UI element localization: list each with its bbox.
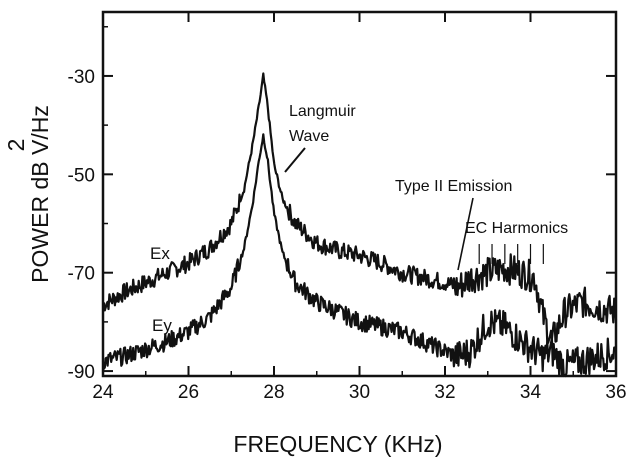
x-axis-ticks: 24 26 28 30 32 34 36 <box>92 12 627 403</box>
x-axis-title: FREQUENCY (KHz) <box>233 431 442 457</box>
series-line-ex <box>102 72 618 345</box>
y-tick-label: -70 <box>68 264 95 285</box>
ec-harmonics-label: EC Harmonics <box>465 220 568 237</box>
langmuir-label-2: Wave <box>289 128 329 145</box>
y-tick-label: -90 <box>68 362 95 383</box>
y-axis-ticks: -30 -50 -70 -90 <box>68 26 616 383</box>
x-tick-label: 26 <box>178 382 199 403</box>
type2-pointer <box>457 197 474 271</box>
x-tick-label: 32 <box>434 382 455 403</box>
x-tick-label: 24 <box>92 382 114 403</box>
series-label-ex: Ex <box>150 244 170 263</box>
series-line-ey <box>101 133 617 378</box>
series-layer <box>101 72 618 378</box>
type2-label: Type II Emission <box>395 178 512 195</box>
ec-harmonic-ticks <box>478 244 544 264</box>
langmuir-pointer <box>284 147 306 173</box>
plot-frame <box>101 10 618 378</box>
x-tick-label: 36 <box>605 382 626 403</box>
langmuir-label: Langmuir <box>289 103 356 120</box>
x-tick-label: 34 <box>520 382 542 403</box>
y-axis-superscript: 2 <box>3 139 29 152</box>
y-axis-title: POWER dB V/Hz <box>27 105 53 283</box>
y-tick-label: -30 <box>68 67 95 88</box>
series-label-ey: Ey <box>152 316 172 335</box>
x-tick-label: 28 <box>263 382 284 403</box>
y-tick-label: -50 <box>68 165 95 186</box>
y-axis-title-main: POWER dB V/Hz <box>27 105 53 283</box>
x-tick-label: 30 <box>349 382 370 403</box>
